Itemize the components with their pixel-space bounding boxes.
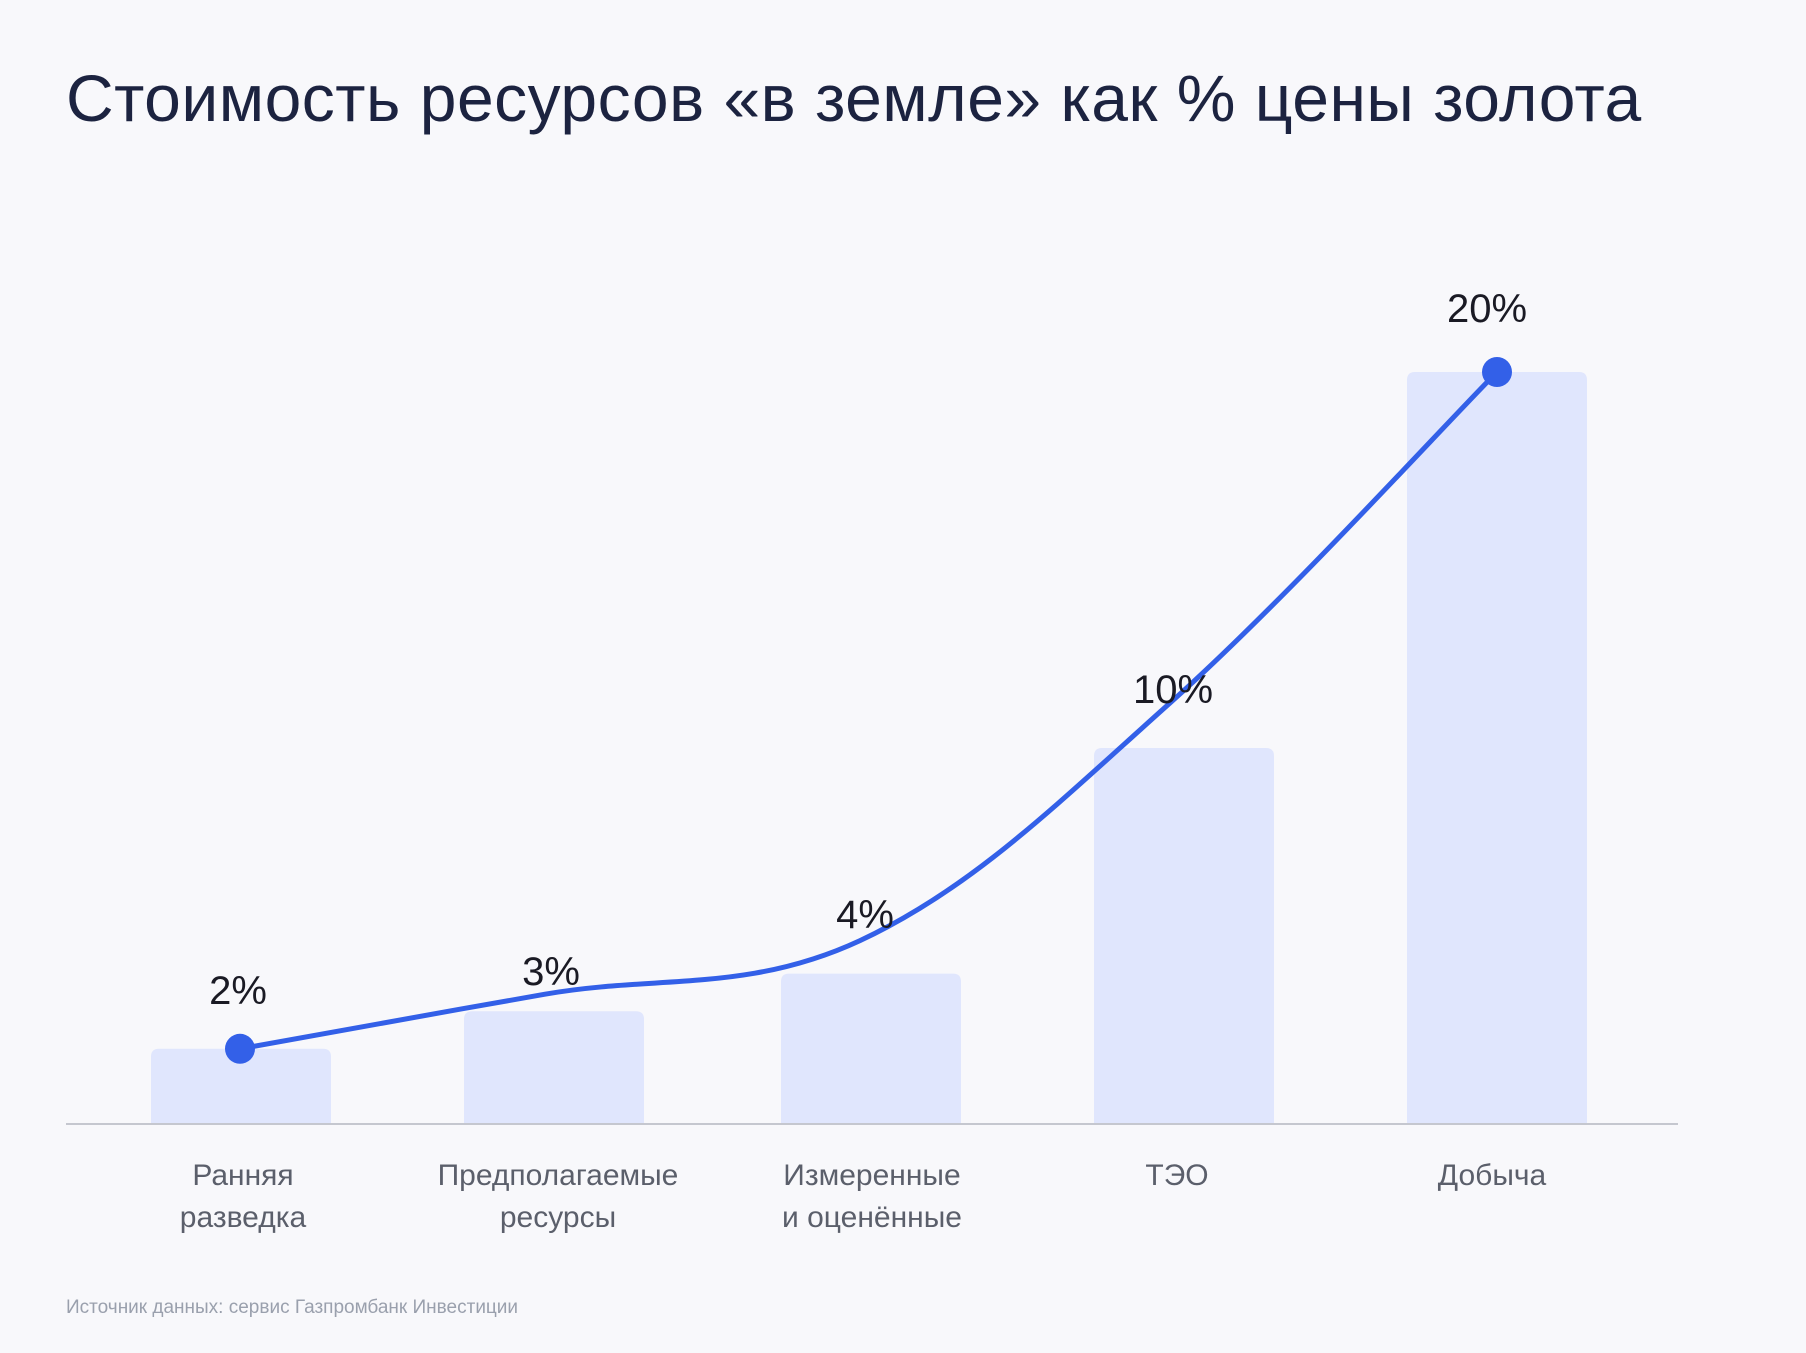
- bar-3: [781, 973, 961, 1124]
- category-label-line: Измеренные: [783, 1159, 960, 1192]
- category-labels-group: Ранняя разведка Предполагаемые ресурсы Измер…: [180, 1159, 1547, 1234]
- category-label-line: разведка: [180, 1201, 307, 1234]
- value-label-5: 20%: [1447, 287, 1527, 331]
- source-note: Источник данных: сервис Газпромбанк Инве…: [66, 1297, 519, 1318]
- category-label-line: ресурсы: [500, 1201, 616, 1234]
- category-label-5: Добыча: [1438, 1159, 1547, 1192]
- category-label-line: Добыча: [1438, 1159, 1547, 1192]
- category-label-4: ТЭО: [1145, 1159, 1208, 1192]
- bar-2: [464, 1011, 644, 1124]
- category-label-1: Ранняя разведка: [180, 1159, 307, 1234]
- bar-5: [1407, 372, 1587, 1124]
- line-marker-5: [1482, 357, 1512, 387]
- value-label-2: 3%: [522, 950, 580, 994]
- line-marker-1: [225, 1033, 255, 1064]
- value-label-3: 4%: [836, 893, 894, 937]
- markers-group: [225, 357, 1512, 1064]
- value-label-4: 10%: [1133, 668, 1213, 712]
- category-label-line: ТЭО: [1145, 1159, 1208, 1192]
- chart-title: Стоимость ресурсов «в земле» как % цены …: [66, 61, 1642, 135]
- value-labels-group: 2% 3% 4% 10% 20%: [209, 287, 1527, 1013]
- category-label-3: Измеренные и оценённые: [782, 1159, 962, 1234]
- category-label-2: Предполагаемые ресурсы: [438, 1159, 679, 1234]
- bar-1: [151, 1048, 331, 1124]
- trend-line: [237, 369, 1500, 1052]
- bars-group: [151, 372, 1587, 1124]
- bar-4: [1094, 748, 1274, 1124]
- category-label-line: Предполагаемые: [438, 1159, 679, 1192]
- value-label-1: 2%: [209, 969, 267, 1013]
- category-label-line: Ранняя: [192, 1159, 293, 1192]
- category-label-line: и оценённые: [782, 1201, 962, 1234]
